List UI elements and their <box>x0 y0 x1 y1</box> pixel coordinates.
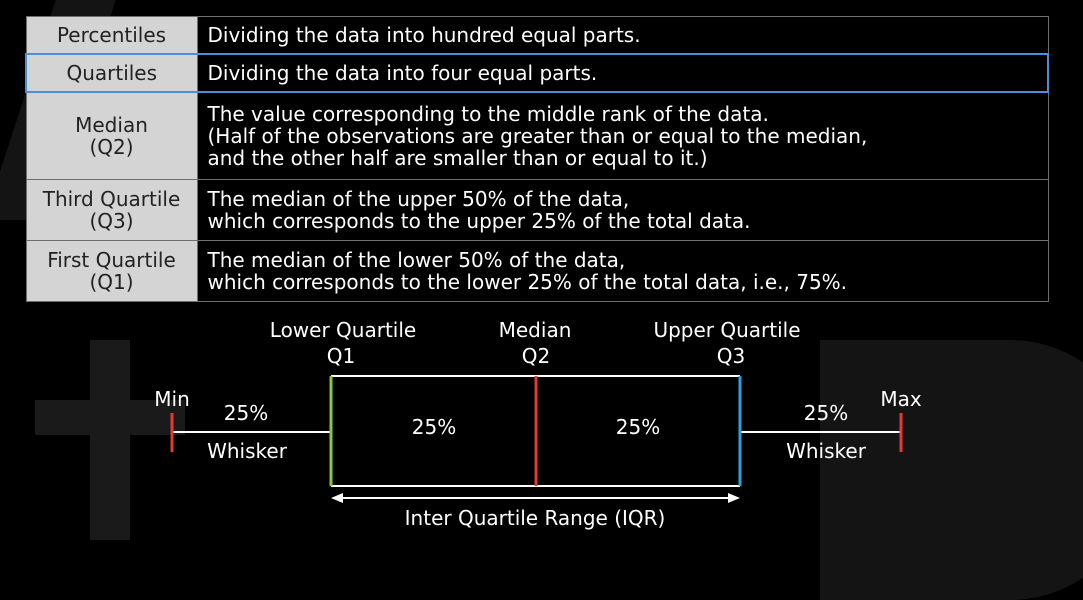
iqr-arrow-left-head <box>331 493 343 503</box>
min-label: Min <box>154 387 190 411</box>
background-d-shape <box>820 340 1083 600</box>
lower-quartile-code: Q1 <box>326 344 356 368</box>
iqr-label: Inter Quartile Range (IQR) <box>404 506 666 530</box>
description-cell: The median of the lower 50% of the data,… <box>196 240 1049 302</box>
right-whisker-percent: 25% <box>803 401 849 425</box>
description-cell: Dividing the data into four equal parts. <box>196 53 1049 93</box>
median-label: Median <box>498 318 572 342</box>
table-row-third-quartile: Third Quartile (Q3) The median of the up… <box>25 179 1049 241</box>
lower-quartile-label: Lower Quartile <box>269 318 417 342</box>
box-right-percent: 25% <box>615 415 661 439</box>
iqr-arrow-right-head <box>728 493 740 503</box>
table-row-first-quartile: First Quartile (Q1) The median of the lo… <box>25 240 1049 302</box>
max-label: Max <box>880 387 922 411</box>
table-row-median: Median (Q2) The value corresponding to t… <box>25 91 1049 180</box>
term-cell: Third Quartile (Q3) <box>25 179 198 241</box>
description-cell: The median of the upper 50% of the data,… <box>196 179 1049 241</box>
median-code: Q2 <box>521 344 551 368</box>
left-whisker-label: Whisker <box>207 439 287 463</box>
box-plot-diagram <box>170 375 903 503</box>
definitions-table: Percentiles Dividing the data into hundr… <box>25 16 1049 302</box>
upper-quartile-code: Q3 <box>716 344 746 368</box>
table-row-quartiles: Quartiles Dividing the data into four eq… <box>25 53 1049 93</box>
background-plus-vertical <box>90 340 130 540</box>
left-whisker-percent: 25% <box>223 401 269 425</box>
background-plus-horizontal <box>35 400 185 435</box>
upper-quartile-label: Upper Quartile <box>653 318 801 342</box>
term-cell: First Quartile (Q1) <box>25 240 198 302</box>
description-cell: The value corresponding to the middle ra… <box>196 91 1049 180</box>
right-whisker-label: Whisker <box>786 439 866 463</box>
term-cell: Quartiles <box>25 53 198 93</box>
term-cell: Median (Q2) <box>25 91 198 180</box>
box-left-percent: 25% <box>411 415 457 439</box>
